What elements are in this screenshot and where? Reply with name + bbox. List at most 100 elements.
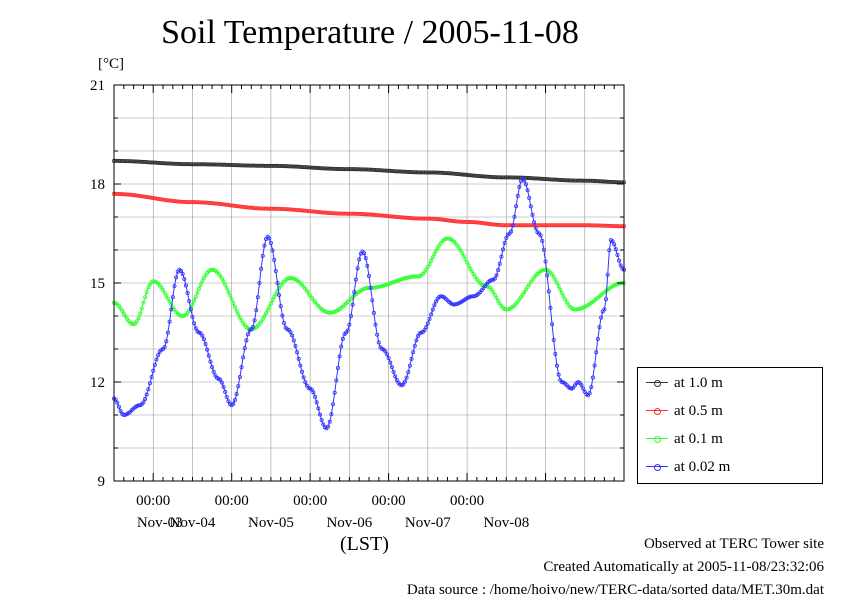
- data-point: [471, 294, 476, 299]
- data-point: [257, 280, 262, 285]
- legend-label: at 0.02 m: [674, 458, 731, 475]
- data-point: [335, 365, 340, 370]
- data-point: [427, 261, 432, 266]
- data-point: [293, 344, 298, 349]
- data-point: [223, 389, 228, 394]
- footer-source: Data source : /home/hoivo/new/TERC-data/…: [406, 582, 824, 598]
- data-point: [543, 259, 548, 264]
- data-point: [226, 399, 231, 404]
- data-point: [540, 238, 545, 243]
- data-point: [559, 379, 564, 384]
- data-point: [592, 363, 597, 368]
- data-point: [317, 412, 322, 417]
- y-tick-label: 12: [90, 375, 105, 391]
- data-point: [237, 374, 242, 379]
- data-point: [165, 330, 170, 335]
- data-point: [362, 251, 367, 256]
- data-point: [332, 390, 337, 395]
- data-point: [234, 391, 239, 396]
- data-point: [144, 290, 149, 295]
- data-point: [281, 321, 286, 326]
- data-point: [228, 293, 233, 298]
- data-point: [504, 235, 509, 240]
- data-point: [121, 311, 126, 316]
- data-point: [460, 251, 465, 256]
- data-point: [389, 365, 394, 370]
- data-point: [262, 314, 267, 319]
- data-point: [234, 308, 239, 313]
- data-point: [265, 308, 270, 313]
- data-point: [429, 258, 434, 263]
- legend-item: at 0.5 m: [646, 400, 723, 422]
- data-point: [192, 298, 197, 303]
- data-point: [551, 274, 556, 279]
- data-point: [357, 257, 362, 262]
- data-point: [205, 347, 210, 352]
- data-point: [522, 178, 527, 183]
- data-point: [255, 295, 260, 300]
- data-point: [465, 260, 470, 265]
- data-point: [169, 307, 174, 312]
- y-tick-label: 18: [90, 177, 105, 193]
- data-point: [267, 236, 272, 241]
- x-date-label: Nov-04: [170, 515, 216, 531]
- chart-title: Soil Temperature / 2005-11-08: [161, 14, 579, 51]
- data-point: [353, 277, 358, 282]
- data-point: [561, 294, 566, 299]
- data-point: [494, 273, 499, 278]
- data-point: [231, 301, 236, 306]
- series-2: [112, 236, 627, 332]
- data-point: [319, 418, 324, 423]
- data-point: [210, 365, 215, 370]
- x-axis-label: (LST): [340, 533, 389, 555]
- data-point: [355, 266, 360, 271]
- data-point: [152, 362, 157, 367]
- data-point: [605, 272, 610, 277]
- data-point: [309, 387, 314, 392]
- data-point: [224, 286, 229, 291]
- legend-swatch-0.02m: [646, 462, 668, 472]
- data-point: [543, 267, 548, 272]
- data-point: [463, 257, 468, 262]
- data-point: [541, 247, 546, 252]
- data-point: [581, 386, 586, 391]
- data-point: [496, 268, 501, 273]
- legend-item: at 0.1 m: [646, 428, 723, 450]
- data-point: [143, 295, 148, 300]
- data-point: [349, 313, 354, 318]
- data-point: [174, 275, 179, 280]
- data-point: [277, 292, 282, 297]
- data-point: [201, 337, 206, 342]
- data-point: [523, 182, 528, 187]
- data-point: [236, 384, 241, 389]
- data-point: [424, 325, 429, 330]
- data-point: [430, 255, 435, 260]
- data-point: [375, 332, 380, 337]
- data-point: [373, 322, 378, 327]
- data-point: [590, 375, 595, 380]
- data-point: [492, 292, 497, 297]
- data-point: [143, 396, 148, 401]
- data-point: [147, 381, 152, 386]
- data-point: [156, 353, 161, 358]
- x-time-label: 00:00: [293, 493, 327, 509]
- data-point: [229, 297, 234, 302]
- data-point: [273, 269, 278, 274]
- data-point: [550, 322, 555, 327]
- series-line: [113, 178, 625, 429]
- data-point: [200, 279, 205, 284]
- data-point: [219, 380, 224, 385]
- x-date-label: Nov-08: [483, 515, 529, 531]
- data-point: [532, 220, 537, 225]
- legend-swatch-1m: [646, 378, 668, 388]
- data-point: [290, 276, 295, 281]
- data-point: [219, 276, 224, 281]
- data-point: [366, 273, 371, 278]
- data-point: [301, 375, 306, 380]
- footer-site: Observed at TERC Tower site: [643, 536, 824, 552]
- data-point: [118, 408, 123, 413]
- data-point: [193, 294, 198, 299]
- data-point: [141, 300, 146, 305]
- data-point: [208, 359, 213, 364]
